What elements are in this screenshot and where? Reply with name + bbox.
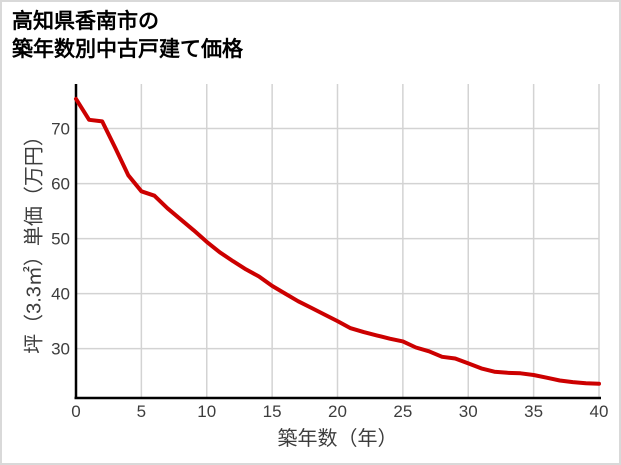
y-tick-label: 70 xyxy=(51,120,70,139)
x-tick-label: 0 xyxy=(71,402,80,421)
chart-title-line2: 築年数別中古戸建て価格 xyxy=(12,38,243,61)
x-tick-label: 25 xyxy=(393,402,412,421)
y-tick-label: 60 xyxy=(51,175,70,194)
chart-title: 高知県香南市の築年数別中古戸建て価格 xyxy=(12,8,243,64)
chart-title-line1: 高知県香南市の xyxy=(12,10,159,33)
y-axis-label: 坪（3.3㎡）単価（万円） xyxy=(23,126,46,354)
x-tick-label: 15 xyxy=(263,402,282,421)
x-tick-label: 5 xyxy=(137,402,146,421)
x-tick-label: 10 xyxy=(197,402,216,421)
price-line-series xyxy=(74,96,601,386)
x-axis-label: 築年数（年） xyxy=(277,428,398,450)
x-tick-label: 20 xyxy=(328,402,347,421)
x-tick-label: 30 xyxy=(459,402,478,421)
y-tick-label: 40 xyxy=(51,285,70,304)
x-tick-label: 35 xyxy=(524,402,543,421)
y-tick-label: 30 xyxy=(51,340,70,359)
y-tick-label: 50 xyxy=(51,230,70,249)
x-tick-label: 40 xyxy=(590,402,609,421)
